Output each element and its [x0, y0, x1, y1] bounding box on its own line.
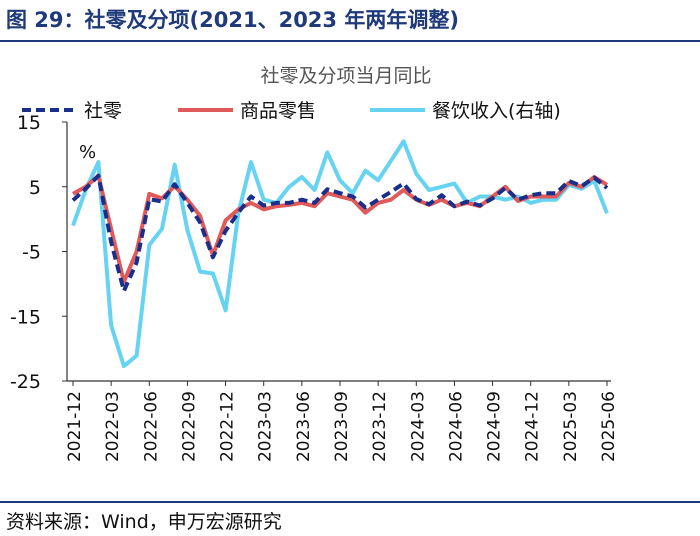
y-tick-label: -25 [10, 371, 41, 393]
x-tick-label: 2024-06 [446, 391, 466, 462]
series-line-1 [72, 173, 609, 284]
x-tick-label: 2024-03 [408, 391, 428, 462]
x-tick-label: 2022-06 [141, 391, 161, 462]
x-tick-label: 2023-09 [332, 391, 352, 462]
legend-label-1: 商品零售 [240, 100, 316, 122]
chart-svg: 社零及分项当月同比 % 社零 商品零售 餐饮收入(右轴) 15 5 -5 -15 -25 2… [10, 65, 619, 462]
legend-label-0: 社零 [84, 100, 122, 122]
series-line-2 [71, 139, 609, 369]
x-tick-label: 2022-03 [103, 391, 123, 462]
x-tick-label: 2023-06 [294, 391, 314, 462]
legend-label-2: 餐饮收入(右轴) [432, 100, 561, 122]
y-unit-label: % [79, 142, 96, 163]
chart-legend: 社零 商品零售 餐饮收入(右轴) [22, 100, 561, 122]
x-tick-label: 2023-12 [370, 391, 390, 462]
series-lines [71, 139, 609, 369]
x-axis: 2021-12 2022-03 2022-06 2022-09 2022-12 2023-… [65, 380, 619, 462]
x-tick-label: 2023-03 [256, 391, 276, 462]
figure-title: 图 29：社零及分项(2021、2023 年两年调整) [6, 8, 459, 32]
y-tick-label: 15 [17, 112, 41, 134]
source-note: 资料来源：Wind，申万宏源研究 [6, 511, 282, 533]
y-tick-label: -5 [22, 242, 41, 264]
x-tick-label: 2021-12 [65, 391, 85, 462]
x-tick-label: 2024-09 [485, 391, 505, 462]
x-tick-label: 2022-12 [218, 391, 238, 462]
series-line-0 [71, 173, 609, 293]
x-tick-label: 2022-09 [179, 391, 199, 462]
title-rule [0, 40, 700, 42]
y-tick-label: 5 [29, 177, 41, 199]
chart-title: 社零及分项当月同比 [260, 65, 431, 87]
x-tick-label: 2024-12 [523, 391, 543, 462]
source-rule [0, 501, 700, 503]
x-tick-label: 2025-03 [561, 391, 581, 462]
x-tick-label: 2025-06 [599, 391, 619, 462]
y-tick-label: -15 [10, 306, 41, 328]
y-axis: 15 5 -5 -15 -25 [10, 112, 68, 393]
